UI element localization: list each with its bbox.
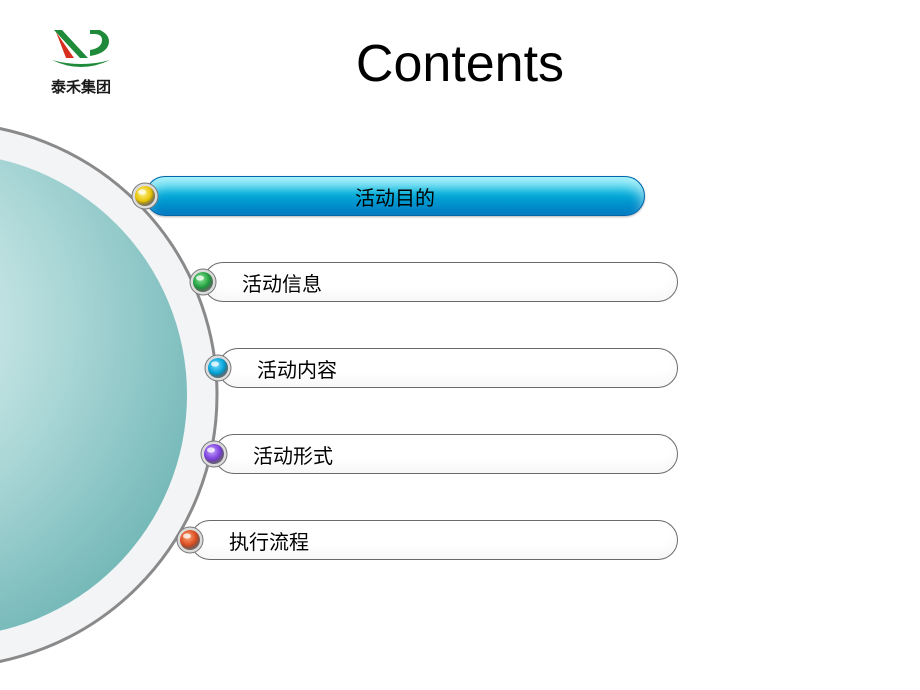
toc-label: 执行流程 xyxy=(229,526,309,555)
toc-pill: 活动目的 xyxy=(145,176,645,216)
bullet-icon xyxy=(176,526,204,554)
page-title: Contents xyxy=(0,34,920,94)
bullet-icon xyxy=(204,354,232,382)
bullet-icon xyxy=(200,440,228,468)
bullet-icon xyxy=(131,182,159,210)
toc-item-1[interactable]: 活动目的 xyxy=(145,176,645,216)
toc-pill: 活动内容 xyxy=(218,348,678,388)
toc-pill: 执行流程 xyxy=(190,520,678,560)
toc-pill: 活动信息 xyxy=(203,262,678,302)
toc-label: 活动目的 xyxy=(355,182,435,211)
toc-item-2[interactable]: 活动信息 xyxy=(203,262,678,302)
toc-label: 活动信息 xyxy=(242,268,322,297)
toc-label: 活动内容 xyxy=(257,354,337,383)
toc-item-5[interactable]: 执行流程 xyxy=(190,520,678,560)
toc-item-3[interactable]: 活动内容 xyxy=(218,348,678,388)
toc-label: 活动形式 xyxy=(253,440,333,469)
bullet-icon xyxy=(189,268,217,296)
toc-item-4[interactable]: 活动形式 xyxy=(214,434,678,474)
toc-pill: 活动形式 xyxy=(214,434,678,474)
